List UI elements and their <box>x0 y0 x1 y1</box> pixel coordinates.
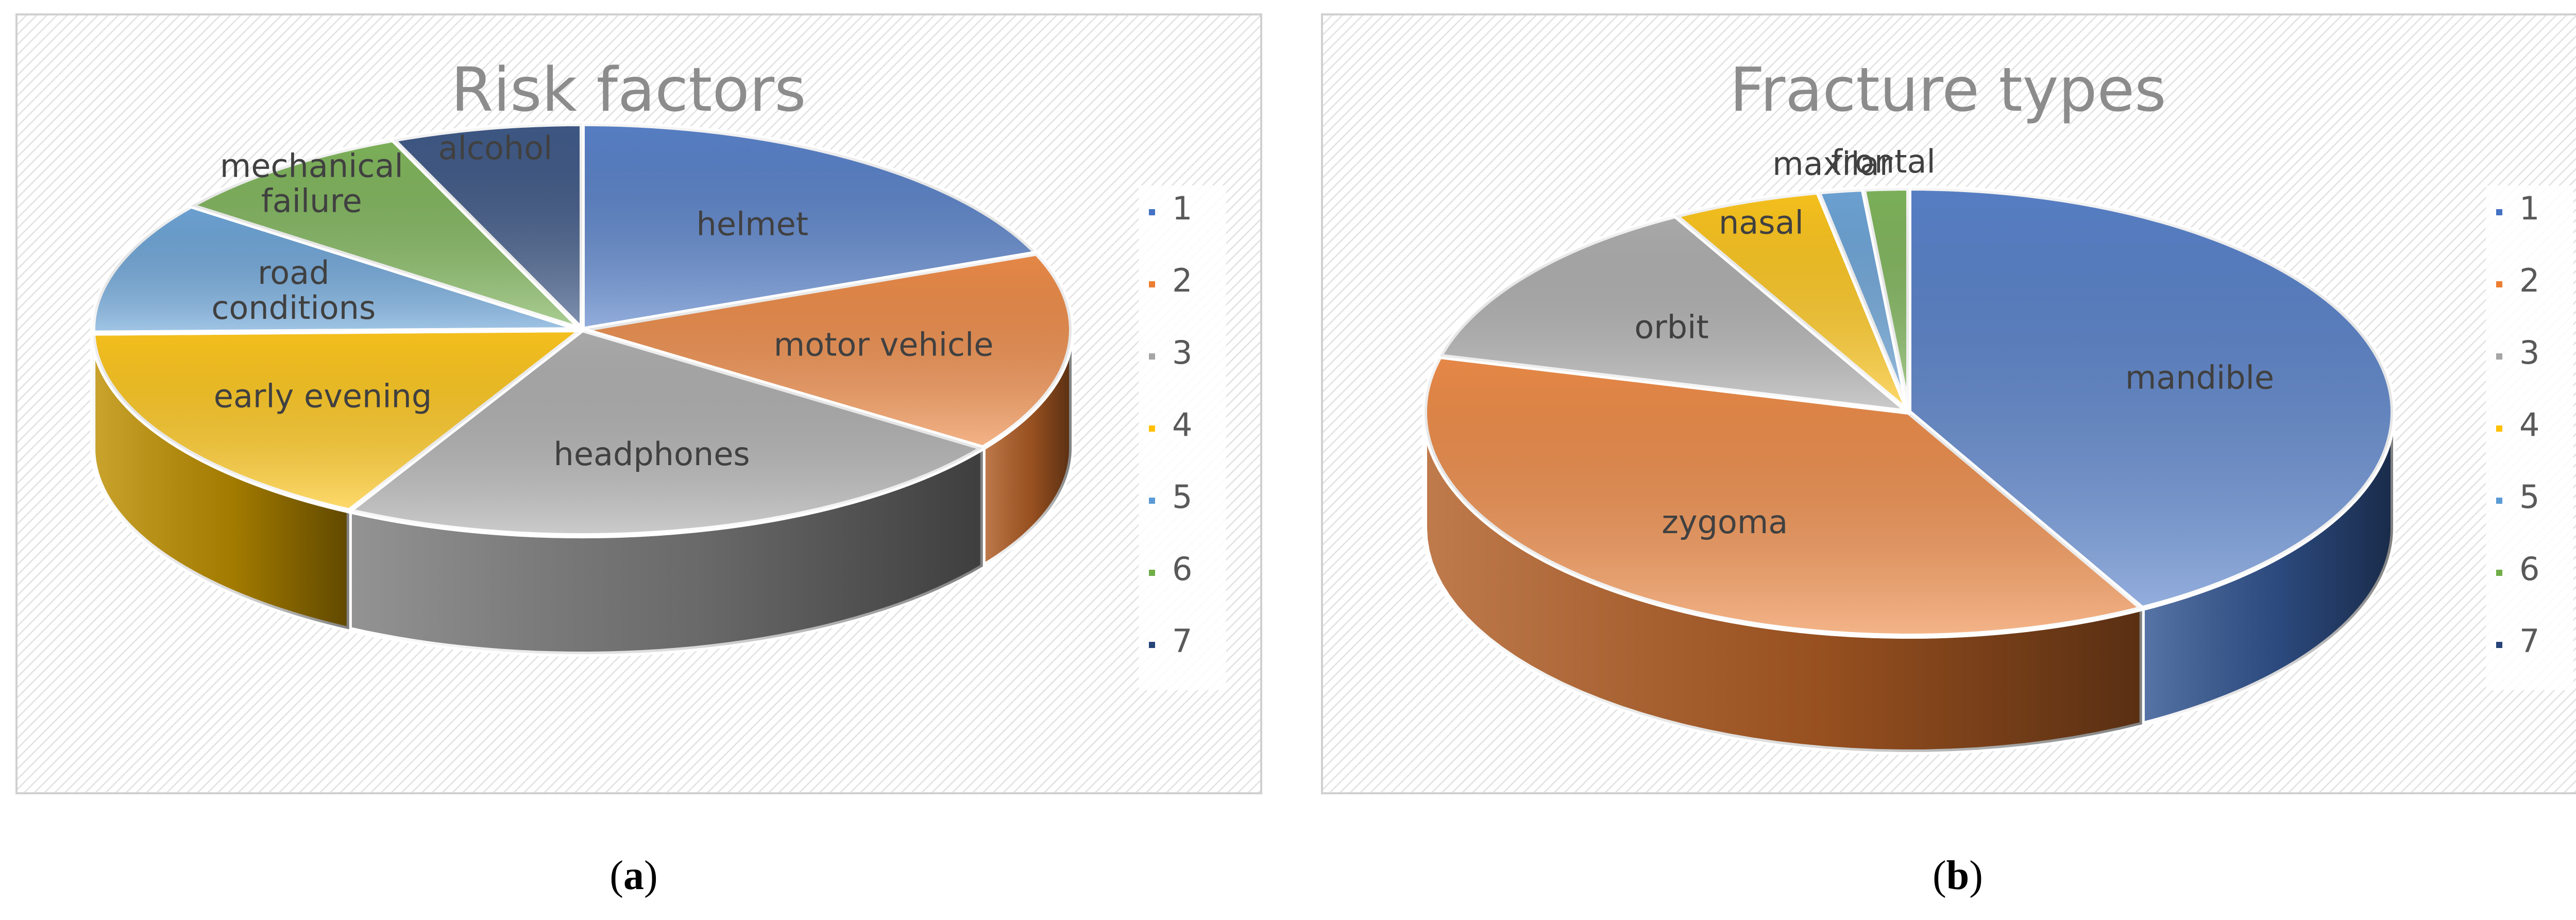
slice-label-2: zygoma <box>1662 503 1788 541</box>
chart-panel-2: Fracture typesmandiblezygomaorbitnasalma… <box>1322 14 2576 793</box>
legend-marker-4 <box>1149 425 1155 432</box>
legend-label-2: 2 <box>2519 262 2539 299</box>
legend-label-5: 5 <box>2519 478 2539 516</box>
slice-label-6: frontal <box>1831 143 1936 180</box>
caption-b: (b) <box>1906 853 2009 899</box>
chart-title: Fracture types <box>1730 54 2166 125</box>
legend-marker-1 <box>1149 209 1155 215</box>
caption-b-open: ( <box>1933 853 1946 898</box>
caption-a-close: ) <box>644 853 658 898</box>
legend-marker-6 <box>2496 570 2502 576</box>
chart-title: Risk factors <box>451 54 806 125</box>
legend-label-7: 7 <box>1172 622 1192 660</box>
legend-marker-2 <box>1149 281 1155 287</box>
legend-label-6: 6 <box>1172 550 1192 588</box>
caption-a-letter: a <box>623 853 644 898</box>
caption-b-letter: b <box>1946 853 1970 898</box>
slice-label-4: early evening <box>214 377 432 415</box>
legend-label-3: 3 <box>1172 334 1192 371</box>
legend-label-1: 1 <box>1172 190 1192 227</box>
legend-marker-5 <box>1149 498 1155 504</box>
legend-label-1: 1 <box>2519 190 2539 227</box>
pie-top <box>1425 188 2393 636</box>
chart-panel-1: Risk factors helmet motor vehicle headphone… <box>16 14 1261 793</box>
legend-label-2: 2 <box>1172 262 1192 299</box>
legend-marker-3 <box>1149 353 1155 360</box>
legend-marker-7 <box>1149 642 1155 648</box>
legend-label-3: 3 <box>2519 334 2539 371</box>
slice-label-3: orbit <box>1634 308 1708 346</box>
legend-marker-3 <box>2496 353 2502 360</box>
legend-marker-6 <box>1149 570 1155 576</box>
slice-label-2: motor vehicle <box>774 326 994 363</box>
legend-label-7: 7 <box>2519 622 2539 660</box>
slice-label-7: alcohol <box>438 129 553 167</box>
legend-marker-1 <box>2496 209 2502 215</box>
legend-marker-4 <box>2496 425 2502 432</box>
caption-b-close: ) <box>1969 853 1983 898</box>
slice-label-1: mandible <box>2125 359 2274 397</box>
legend-marker-5 <box>2496 498 2502 504</box>
legend-label-6: 6 <box>2519 550 2539 588</box>
legend-label-5: 5 <box>1172 478 1192 516</box>
legend-label-4: 4 <box>1172 406 1192 444</box>
caption-a-open: ( <box>609 853 623 898</box>
caption-a: (a) <box>582 853 685 899</box>
legend-label-4: 4 <box>2519 406 2539 444</box>
legend-marker-2 <box>2496 281 2502 287</box>
legend-marker-7 <box>2496 642 2502 648</box>
legend: 1 2 3 4 5 6 7 <box>2486 185 2573 690</box>
slice-label-1: helmet <box>697 205 809 243</box>
legend: 1 2 3 4 5 6 7 <box>1139 185 1226 690</box>
slice-label-3: headphones <box>554 435 750 473</box>
slice-label-4: nasal <box>1719 203 1804 241</box>
